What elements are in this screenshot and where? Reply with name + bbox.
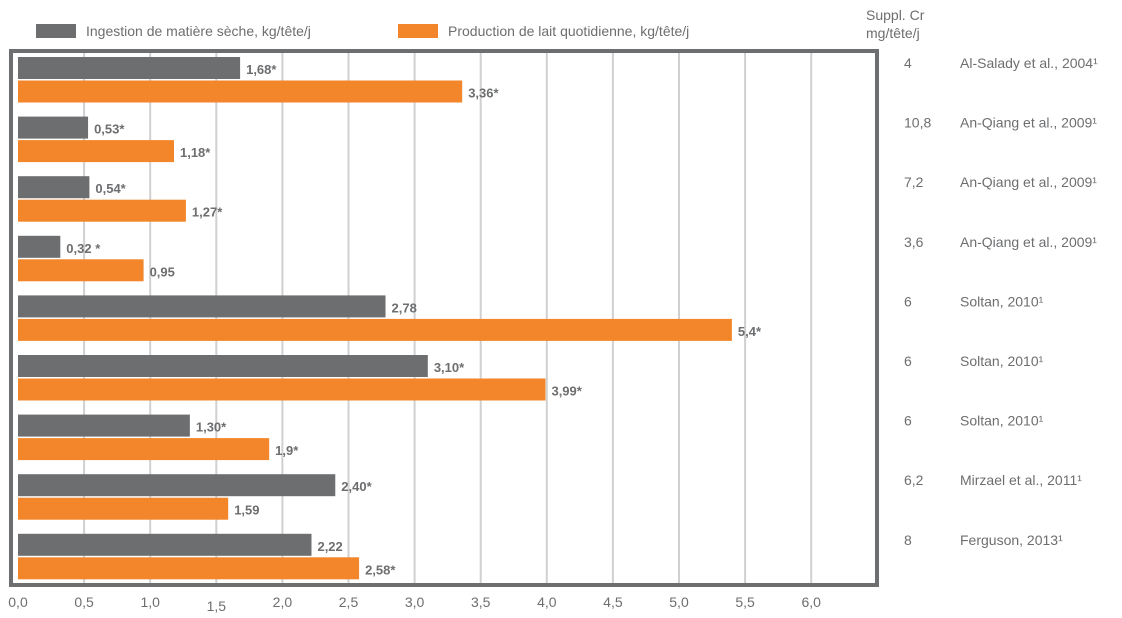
data-label: 0,54* [95,181,126,196]
data-label: 2,58* [365,562,396,577]
x-tick-label: 4,0 [537,594,557,610]
x-tick-label: 1,0 [140,594,160,610]
data-label: 3,10* [434,360,465,375]
x-tick-label: 4,5 [603,594,623,610]
x-tick-label: 5,0 [669,594,689,610]
data-label: 0,53* [94,122,125,137]
legend-swatch [398,24,438,38]
x-tick-label: 0,5 [74,594,94,610]
data-label: 1,68* [246,62,277,77]
row-reference: Mirzael et al., 2011¹ [960,472,1082,488]
x-tick-label: 0,0 [8,594,28,610]
row-dose: 7,2 [904,174,924,190]
row-reference: An-Qiang et al., 2009¹ [960,115,1097,131]
bar [18,533,312,556]
data-label: 1,18* [180,145,211,160]
data-label: 1,59 [234,503,259,518]
data-label: 3,36* [468,86,499,101]
row-reference: Soltan, 2010¹ [960,353,1044,369]
x-tick-label: 6,0 [801,594,821,610]
x-tick-label: 2,5 [339,594,359,610]
row-dose: 8 [904,532,912,548]
bar [18,378,546,401]
data-label: 0,95 [150,264,175,279]
data-label: 2,78 [392,300,417,315]
data-label: 1,27* [192,205,223,220]
row-dose: 6,2 [904,472,924,488]
bar [18,235,61,258]
plot-frame [9,49,879,587]
row-dose: 10,8 [904,115,931,131]
bar [18,199,186,222]
bar [18,557,360,580]
bar [18,414,190,437]
data-label: 2,22 [317,539,342,554]
row-reference: Soltan, 2010¹ [960,293,1044,309]
bar [18,474,336,497]
row-dose: 4 [904,55,912,71]
bar [18,80,463,103]
row-dose: 6 [904,293,912,309]
legend-label: Ingestion de matière sèche, kg/tête/j [86,23,311,39]
bar [18,259,144,282]
row-reference: Soltan, 2010¹ [960,413,1044,429]
bar [18,318,732,341]
row-reference: Al-Salady et al., 2004¹ [960,55,1098,71]
row-reference: An-Qiang et al., 2009¹ [960,174,1097,190]
data-label: 2,40* [341,479,372,494]
x-tick-label: 3,5 [471,594,491,610]
data-label: 5,4* [738,324,762,339]
bar [18,497,229,520]
row-dose: 6 [904,413,912,429]
x-tick-label: 3,0 [405,594,425,610]
x-tick-label: 2,0 [273,594,293,610]
side-header: Suppl. Cr [866,7,925,23]
side-header: mg/tête/j [866,25,920,41]
row-reference: An-Qiang et al., 2009¹ [960,234,1097,250]
row-reference: Ferguson, 2013¹ [960,532,1063,548]
bar [18,116,89,139]
bar [18,57,241,79]
row-dose: 3,6 [904,234,924,250]
data-label: 1,30* [196,420,227,435]
bar [18,176,90,199]
legend-label: Production de lait quotidienne, kg/tête/… [448,23,689,39]
x-tick-label: 1,5 [207,598,227,614]
row-dose: 6 [904,353,912,369]
bar [18,295,386,318]
data-label: 3,99* [551,384,582,399]
x-tick-label: 5,5 [735,594,755,610]
data-label: 0,32 * [66,241,101,256]
bar [18,438,270,461]
data-label: 1,9* [275,443,299,458]
bar [18,140,174,163]
legend-swatch [36,24,76,38]
bar [18,355,428,377]
